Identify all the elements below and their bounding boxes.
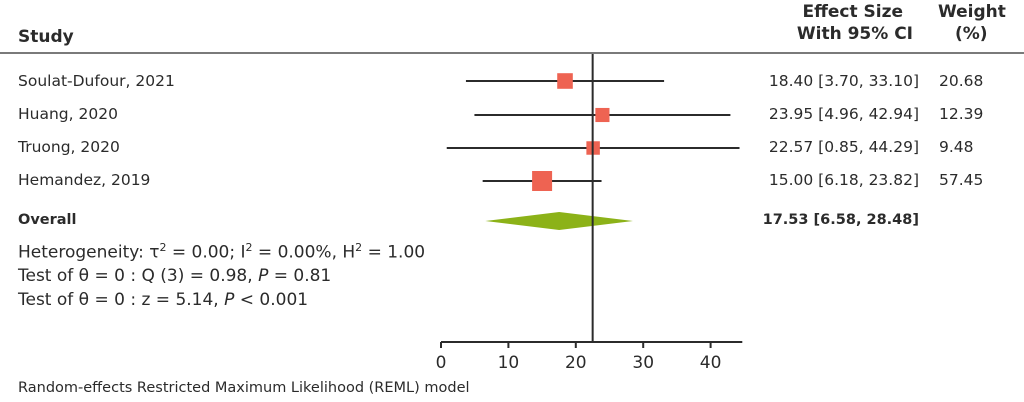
effect-square [595, 107, 610, 123]
study-weight: 12.39 [939, 105, 984, 123]
model-footnote: Random-effects Restricted Maximum Likeli… [18, 380, 470, 396]
x-tick-label: 40 [700, 353, 722, 373]
study-name: Huang, 2020 [18, 105, 118, 123]
heterogeneity-stats: Heterogeneity: τ2 = 0.00; I2 = 0.00%, H2… [18, 241, 426, 263]
overall-label: Overall [18, 212, 77, 228]
header-study: Study [18, 27, 74, 47]
study-ci: 15.00 [6.18, 23.82] [768, 171, 919, 189]
study-weight: 9.48 [939, 138, 974, 156]
header-weight-line1: Weight [938, 2, 1006, 22]
study-weight: 20.68 [939, 72, 984, 90]
q-test-stats: Test of θ = 0 : Q (3) = 0.98, P = 0.81 [18, 266, 332, 286]
header-weight-line2: (%) [955, 24, 988, 44]
effect-square [532, 171, 553, 191]
overall-diamond [485, 212, 633, 230]
header-rule [0, 52, 1024, 54]
study-name: Soulat-Dufour, 2021 [18, 72, 175, 90]
study-ci: 23.95 [4.96, 42.94] [768, 105, 919, 123]
z-test-stats: Test of θ = 0 : z = 5.14, P < 0.001 [18, 290, 309, 310]
overall-ci: 17.53 [6.58, 28.48] [762, 212, 919, 228]
study-name: Truong, 2020 [18, 138, 120, 156]
x-tick-label: 10 [498, 353, 520, 373]
x-tick-label: 20 [565, 353, 587, 373]
study-ci: 22.57 [0.85, 44.29] [768, 138, 919, 156]
header-effect-size-line1: Effect Size [802, 2, 903, 22]
effect-square [557, 73, 573, 89]
study-name: Hemandez, 2019 [18, 171, 151, 189]
header-effect-size-line2: With 95% CI [796, 24, 913, 44]
x-tick-label: 30 [632, 353, 654, 373]
x-tick-label: 0 [436, 353, 447, 373]
study-ci: 18.40 [3.70, 33.10] [768, 72, 919, 90]
study-weight: 57.45 [939, 171, 984, 189]
